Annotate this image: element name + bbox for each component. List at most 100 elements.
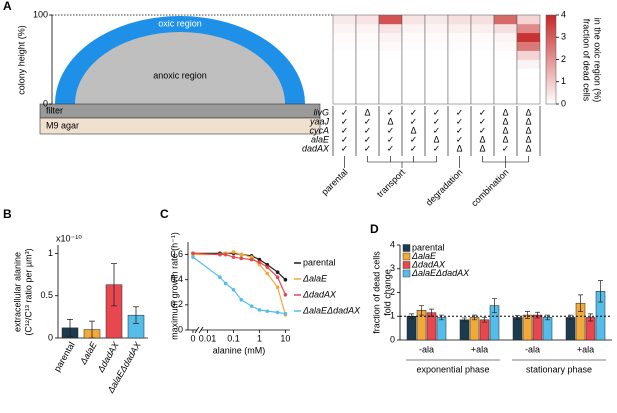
bar <box>426 312 437 341</box>
agar-label: M9 agar <box>46 120 79 130</box>
genotype-mark: ✓ <box>341 143 349 153</box>
series-line <box>192 252 286 296</box>
y-axis-label: (C¹²/C¹³ ratio per µm³) <box>23 248 33 335</box>
data-point <box>265 271 270 276</box>
group-label: degradation <box>424 167 465 208</box>
legend-label: ΔalaEΔdadAX <box>302 305 361 315</box>
heatmap-cell <box>356 32 379 42</box>
heatmap-cell <box>471 95 494 105</box>
data-point <box>257 257 262 262</box>
heatmap-cell <box>425 95 448 105</box>
heatmap-cell <box>517 77 540 87</box>
heatmap-cell <box>425 68 448 78</box>
genotype-mark: ✓ <box>456 107 464 117</box>
y-tick-label: 0 <box>178 324 183 334</box>
error-bar <box>578 294 583 312</box>
genotype-mark: ✓ <box>341 107 349 117</box>
anoxic-dome <box>75 32 285 104</box>
heatmap-cell <box>448 41 471 51</box>
heatmap-cell <box>379 23 402 34</box>
data-point <box>257 308 262 312</box>
group-label: transport <box>375 167 408 200</box>
colorbar <box>545 14 557 105</box>
genotype-mark: Δ <box>525 116 531 126</box>
genotype-mark: Δ <box>479 143 485 153</box>
data-point <box>275 275 280 280</box>
bar <box>406 316 417 341</box>
data-point <box>249 304 254 308</box>
error-bar <box>482 317 487 323</box>
x-tick-label: 10 <box>280 333 290 343</box>
axis-break <box>198 326 204 334</box>
heatmap-cell <box>425 41 448 51</box>
heatmap-column-border <box>516 14 541 105</box>
legend-swatch <box>402 244 411 252</box>
data-point <box>283 293 288 297</box>
y-tick-label: 3 <box>390 263 395 273</box>
series-line <box>193 252 286 281</box>
heatmap-cell <box>471 23 494 34</box>
y-tick-label: 0.2 <box>170 299 183 309</box>
error-bar <box>535 311 540 319</box>
data-point <box>257 260 262 264</box>
data-point <box>218 275 222 280</box>
y-tick-label: 2 <box>390 287 395 297</box>
error-bar <box>492 298 497 314</box>
gene-label: alaE <box>311 134 330 144</box>
heatmap-cell <box>425 77 448 87</box>
data-point <box>275 270 280 274</box>
error-bar <box>462 317 467 323</box>
group-label: stationary phase <box>526 364 592 374</box>
group-label: parental <box>320 167 350 197</box>
x-axis-label: alanine (mM) <box>213 345 266 355</box>
heatmap-cell <box>425 15 448 25</box>
genotype-mark: Δ <box>525 125 531 135</box>
heatmap-cell <box>333 95 356 105</box>
heatmap-cell <box>333 77 356 87</box>
x-tick-label: +ala <box>577 344 594 354</box>
legend-label: ΔalaE <box>411 251 437 261</box>
genotype-mark: Δ <box>502 116 508 126</box>
genotype-mark: ✓ <box>410 107 418 117</box>
bar <box>469 317 480 341</box>
heatmap-cell <box>379 50 402 60</box>
legend-label: ΔalaE <box>302 273 328 283</box>
heatmap-cell <box>402 23 425 34</box>
genotype-mark: Δ <box>364 107 370 117</box>
heatmap-cell <box>471 50 494 60</box>
panel-label: D <box>370 222 379 236</box>
heatmap-cell <box>402 50 425 60</box>
y-axis-label: extracellular alanine <box>12 252 22 332</box>
gene-label: cycA <box>309 125 329 135</box>
filter-label: filter <box>46 105 63 115</box>
heatmap-cell <box>517 41 540 51</box>
error-bar <box>568 314 573 321</box>
heatmap-cell <box>448 95 471 105</box>
heatmap-cell <box>448 68 471 78</box>
heatmap-cell <box>494 23 517 34</box>
gene-label: yaaJ <box>309 116 330 126</box>
genotype-mark: Δ <box>456 143 462 153</box>
heatmap-cell <box>402 41 425 51</box>
error-bar <box>409 313 414 319</box>
data-point <box>231 250 236 254</box>
panel-label: A <box>3 0 12 13</box>
genotype-mark: ✓ <box>456 134 464 144</box>
genotype-mark: Δ <box>525 134 531 144</box>
data-point <box>191 255 195 259</box>
genotype-mark: ✓ <box>341 116 349 126</box>
genotype-mark: Δ <box>479 134 485 144</box>
bar <box>512 317 523 341</box>
heatmap-cell <box>494 15 517 25</box>
legend-label: parental <box>303 257 336 267</box>
heatmap-cell <box>517 86 540 96</box>
heatmap-cell <box>448 50 471 60</box>
agar-layer <box>39 117 321 135</box>
y-tick-label: 100 <box>33 9 48 19</box>
x-tick-label: 1 <box>257 333 262 343</box>
genotype-mark: ✓ <box>410 143 418 153</box>
genotype-mark: ✓ <box>387 107 395 117</box>
heatmap-cell <box>494 50 517 60</box>
data-point <box>265 265 270 269</box>
heatmap-cell <box>333 59 356 69</box>
